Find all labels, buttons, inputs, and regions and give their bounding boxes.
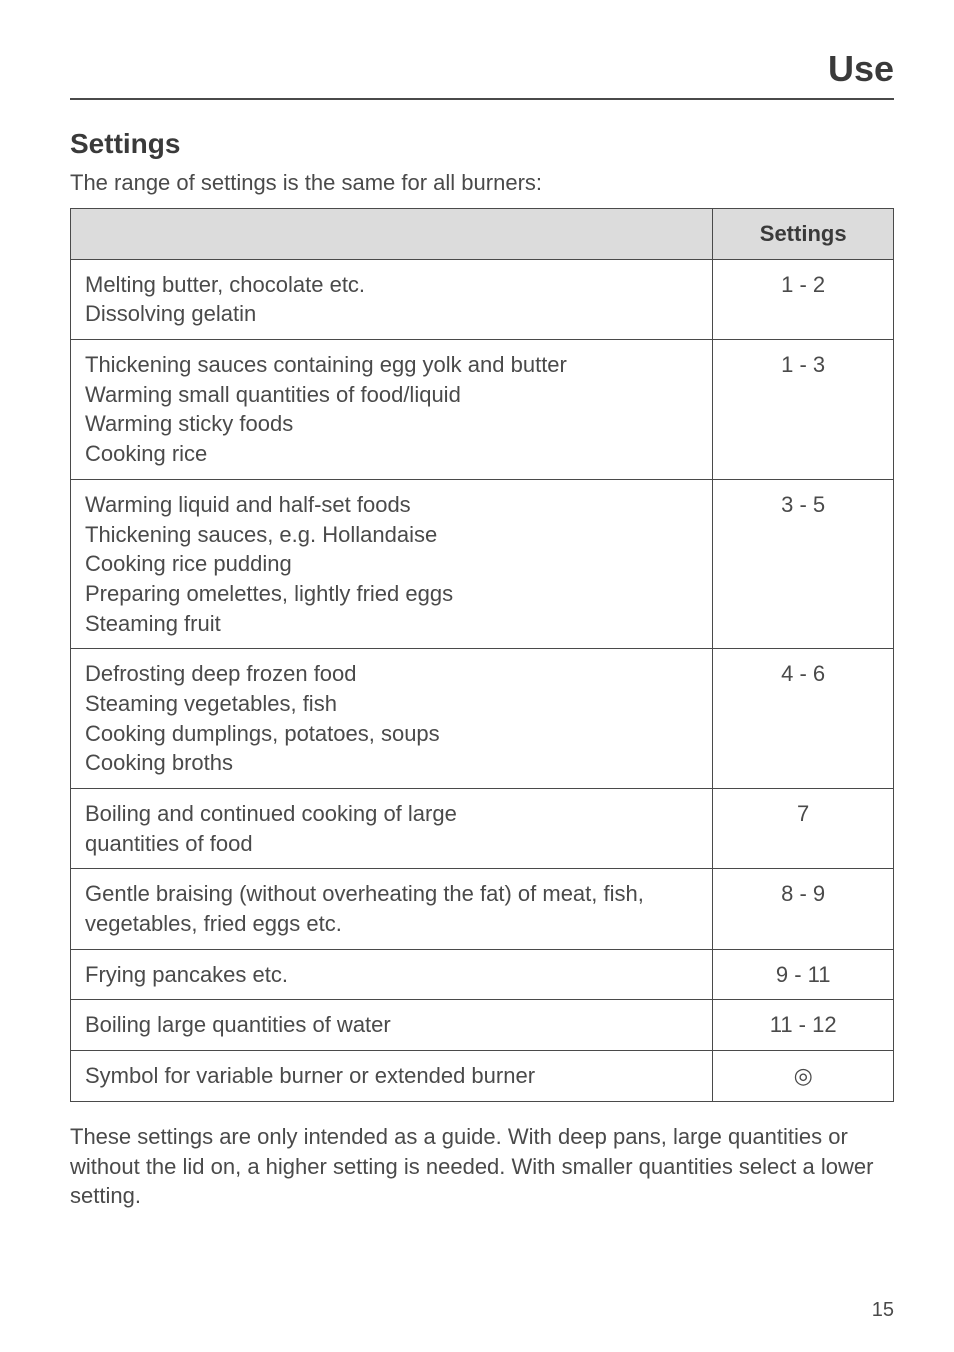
row-line: Warming sticky foods — [85, 409, 698, 439]
row-line: Steaming fruit — [85, 609, 698, 639]
section-heading: Settings — [70, 128, 894, 160]
row-line: Cooking dumplings, potatoes, soups — [85, 719, 698, 749]
row-setting: 9 - 11 — [713, 949, 894, 1000]
row-desc: Melting butter, chocolate etc. Dissolvin… — [71, 259, 713, 339]
row-line: Cooking rice — [85, 439, 698, 469]
row-line: Gentle braising (without overheating the… — [85, 879, 698, 909]
row-setting: 4 - 6 — [713, 649, 894, 789]
footnote: These settings are only intended as a gu… — [70, 1122, 894, 1211]
row-setting-symbol: ◎ — [713, 1051, 894, 1102]
page-title: Use — [70, 48, 894, 90]
row-line: vegetables, fried eggs etc. — [85, 909, 698, 939]
table-header-desc — [71, 209, 713, 260]
settings-table: Settings Melting butter, chocolate etc. … — [70, 208, 894, 1102]
page-title-row: Use — [70, 48, 894, 100]
page-number: 15 — [872, 1299, 894, 1322]
row-line: Preparing omelettes, lightly fried eggs — [85, 579, 698, 609]
row-line: quantities of food — [85, 829, 698, 859]
row-setting: 8 - 9 — [713, 869, 894, 949]
row-desc: Gentle braising (without overheating the… — [71, 869, 713, 949]
row-line: Boiling and continued cooking of large — [85, 799, 698, 829]
row-line: Thickening sauces containing egg yolk an… — [85, 350, 698, 380]
row-desc: Warming liquid and half-set foods Thicke… — [71, 479, 713, 648]
row-line: Defrosting deep frozen food — [85, 659, 698, 689]
row-desc: Symbol for variable burner or extended b… — [71, 1051, 713, 1102]
section-intro: The range of settings is the same for al… — [70, 170, 894, 196]
table-row: Gentle braising (without overheating the… — [71, 869, 894, 949]
row-line: Cooking rice pudding — [85, 549, 698, 579]
row-line: Warming small quantities of food/liquid — [85, 380, 698, 410]
table-row: Thickening sauces containing egg yolk an… — [71, 340, 894, 480]
table-row: Boiling large quantities of water 11 - 1… — [71, 1000, 894, 1051]
row-line: Boiling large quantities of water — [85, 1010, 698, 1040]
table-row: Defrosting deep frozen food Steaming veg… — [71, 649, 894, 789]
row-line: Steaming vegetables, fish — [85, 689, 698, 719]
table-header-settings: Settings — [713, 209, 894, 260]
table-row: Frying pancakes etc. 9 - 11 — [71, 949, 894, 1000]
row-setting: 11 - 12 — [713, 1000, 894, 1051]
row-line: Warming liquid and half-set foods — [85, 490, 698, 520]
row-setting: 3 - 5 — [713, 479, 894, 648]
row-line: Symbol for variable burner or extended b… — [85, 1061, 698, 1091]
row-line: Frying pancakes etc. — [85, 960, 698, 990]
row-desc: Boiling and continued cooking of large q… — [71, 789, 713, 869]
row-line: Cooking broths — [85, 748, 698, 778]
row-setting: 1 - 2 — [713, 259, 894, 339]
table-row: Symbol for variable burner or extended b… — [71, 1051, 894, 1102]
row-desc: Thickening sauces containing egg yolk an… — [71, 340, 713, 480]
table-row: Warming liquid and half-set foods Thicke… — [71, 479, 894, 648]
settings-table-body: Melting butter, chocolate etc. Dissolvin… — [71, 259, 894, 1101]
table-row: Boiling and continued cooking of large q… — [71, 789, 894, 869]
row-line: Thickening sauces, e.g. Hollandaise — [85, 520, 698, 550]
row-desc: Defrosting deep frozen food Steaming veg… — [71, 649, 713, 789]
row-setting: 7 — [713, 789, 894, 869]
row-line: Melting butter, chocolate etc. — [85, 270, 698, 300]
table-row: Melting butter, chocolate etc. Dissolvin… — [71, 259, 894, 339]
row-desc: Boiling large quantities of water — [71, 1000, 713, 1051]
row-line: Dissolving gelatin — [85, 299, 698, 329]
row-setting: 1 - 3 — [713, 340, 894, 480]
row-desc: Frying pancakes etc. — [71, 949, 713, 1000]
